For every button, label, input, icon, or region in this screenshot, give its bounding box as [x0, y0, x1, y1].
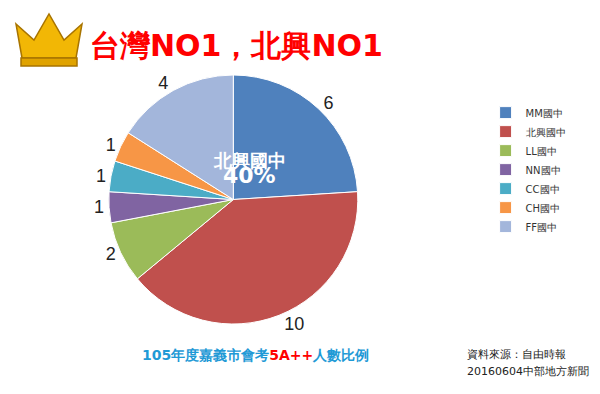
- svg-text:北興國中: 北興國中: [526, 127, 566, 138]
- svg-text:10: 10: [284, 314, 304, 334]
- svg-text:1: 1: [94, 197, 104, 217]
- svg-text:CH國中: CH國中: [526, 203, 561, 214]
- svg-text:北興國中: 北興國中: [213, 150, 286, 171]
- svg-text:CC國中: CC國中: [526, 184, 560, 195]
- svg-text:台灣NO1，北興NO1: 台灣NO1，北興NO1: [90, 28, 383, 63]
- svg-text:2: 2: [106, 244, 116, 264]
- svg-text:NN國中: NN國中: [526, 165, 561, 176]
- svg-text:資料來源：自由時報: 資料來源：自由時報: [467, 348, 566, 361]
- svg-text:1: 1: [106, 135, 116, 155]
- svg-text:105年度嘉義市會考5A++人數比例: 105年度嘉義市會考5A++人數比例: [142, 347, 369, 363]
- svg-text:6: 6: [324, 93, 334, 113]
- svg-text:20160604中部地方新聞: 20160604中部地方新聞: [467, 365, 589, 378]
- svg-text:4: 4: [158, 73, 168, 93]
- svg-text:FF國中: FF國中: [526, 222, 558, 233]
- svg-text:MM國中: MM國中: [526, 108, 563, 119]
- svg-text:LL國中: LL國中: [526, 146, 557, 157]
- svg-text:1: 1: [96, 166, 106, 186]
- svg-text:40%: 40%: [223, 163, 276, 188]
